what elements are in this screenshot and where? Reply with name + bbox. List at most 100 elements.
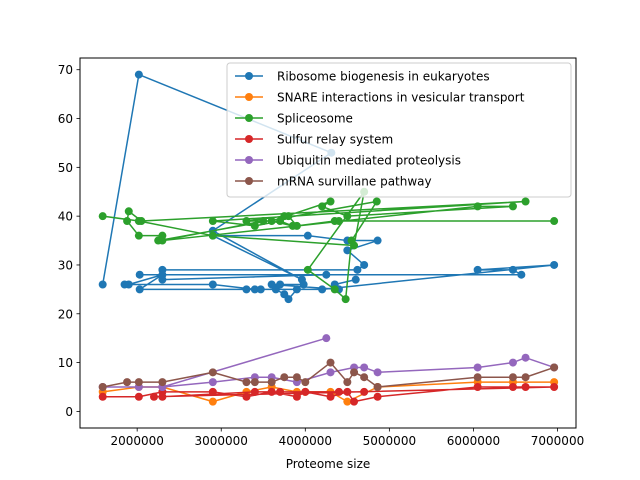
data-point	[123, 378, 132, 387]
x-tick-label: 6000000	[447, 434, 500, 448]
data-point	[292, 373, 301, 382]
data-point	[343, 378, 352, 387]
data-point	[322, 334, 331, 343]
series-line	[102, 386, 555, 403]
data-point	[208, 378, 217, 387]
data-point	[373, 236, 382, 245]
data-point	[341, 295, 350, 304]
data-point	[360, 260, 369, 269]
data-point	[373, 368, 382, 377]
data-point	[134, 231, 143, 240]
data-point	[508, 358, 517, 367]
x-tick-label: 2000000	[110, 434, 163, 448]
data-point	[135, 285, 144, 294]
data-point	[360, 373, 369, 382]
data-point	[134, 392, 143, 401]
data-point	[508, 202, 517, 211]
data-point	[98, 212, 107, 221]
y-tick-label: 50	[58, 161, 73, 175]
data-point	[267, 378, 276, 387]
data-point	[242, 217, 251, 226]
data-point	[276, 280, 285, 289]
data-point	[326, 392, 335, 401]
data-point	[256, 285, 265, 294]
data-point	[347, 236, 356, 245]
x-tick-label: 3000000	[195, 434, 248, 448]
data-point	[158, 236, 167, 245]
data-point	[208, 368, 217, 377]
data-point	[360, 387, 369, 396]
legend-label: Sulfur relay system	[277, 133, 393, 147]
legend: Ribosome biogenesis in eukaryotes SNARE i…	[226, 62, 572, 198]
data-point	[208, 397, 217, 406]
legend-box	[226, 62, 572, 198]
data-point	[299, 280, 308, 289]
data-point	[208, 231, 217, 240]
legend-label: mRNA survillane pathway	[277, 175, 432, 189]
data-point	[508, 373, 517, 382]
legend-entry: Sulfur relay system	[235, 133, 393, 147]
data-point	[292, 285, 301, 294]
legend-marker	[245, 156, 253, 164]
data-point	[242, 378, 251, 387]
data-point	[250, 285, 259, 294]
data-point	[267, 217, 276, 226]
legend-marker	[245, 93, 253, 101]
data-point	[326, 368, 335, 377]
data-point	[280, 373, 289, 382]
data-point	[120, 280, 129, 289]
data-point	[250, 387, 259, 396]
data-point	[508, 265, 517, 274]
data-point	[326, 358, 335, 367]
legend-marker	[245, 177, 253, 185]
legend-label: Spliceosome	[277, 112, 353, 126]
series-line	[102, 191, 555, 300]
data-point	[292, 392, 301, 401]
data-point	[149, 392, 158, 401]
y-tick-label: 70	[58, 63, 73, 77]
data-point	[521, 383, 530, 391]
legend-label: Ubiquitin mediated proteolysis	[277, 154, 461, 168]
data-point	[343, 212, 352, 221]
data-point	[98, 383, 107, 391]
data-point	[208, 280, 217, 289]
data-point	[373, 392, 382, 401]
data-point	[343, 387, 352, 396]
data-point	[303, 231, 312, 240]
data-point	[473, 202, 482, 211]
plot-lines	[98, 70, 559, 406]
legend-entry: Ribosome biogenesis in eukaryotes	[235, 70, 490, 84]
data-point	[301, 378, 310, 387]
data-point	[284, 295, 293, 304]
series-line	[102, 361, 555, 388]
legend-entry: SNARE interactions in vesicular transpor…	[235, 91, 525, 105]
series-sulfur-relay-system	[98, 383, 559, 406]
data-point	[134, 378, 143, 387]
legend-entry: Spliceosome	[235, 112, 353, 126]
plot-frame	[79, 57, 577, 429]
data-point	[473, 383, 482, 391]
data-point	[284, 212, 293, 221]
data-point	[208, 217, 217, 226]
data-point	[473, 363, 482, 372]
data-point	[267, 280, 276, 289]
legend-marker	[245, 135, 253, 143]
series-spliceosome	[98, 187, 559, 304]
data-point	[135, 270, 144, 279]
data-point	[473, 373, 482, 382]
y-tick-label: 40	[58, 210, 73, 224]
data-point	[550, 383, 559, 391]
data-point	[353, 265, 362, 274]
data-point	[137, 217, 146, 226]
x-axis: 2000000 3000000 4000000 5000000 6000000 70000…	[110, 428, 584, 448]
data-point	[318, 202, 327, 211]
data-point	[98, 392, 107, 401]
data-point	[259, 217, 268, 226]
legend-label: Ribosome biogenesis in eukaryotes	[277, 70, 490, 84]
data-point	[343, 246, 352, 255]
data-point	[242, 285, 251, 294]
data-point	[98, 280, 107, 289]
data-point	[158, 392, 167, 401]
data-point	[267, 387, 276, 396]
